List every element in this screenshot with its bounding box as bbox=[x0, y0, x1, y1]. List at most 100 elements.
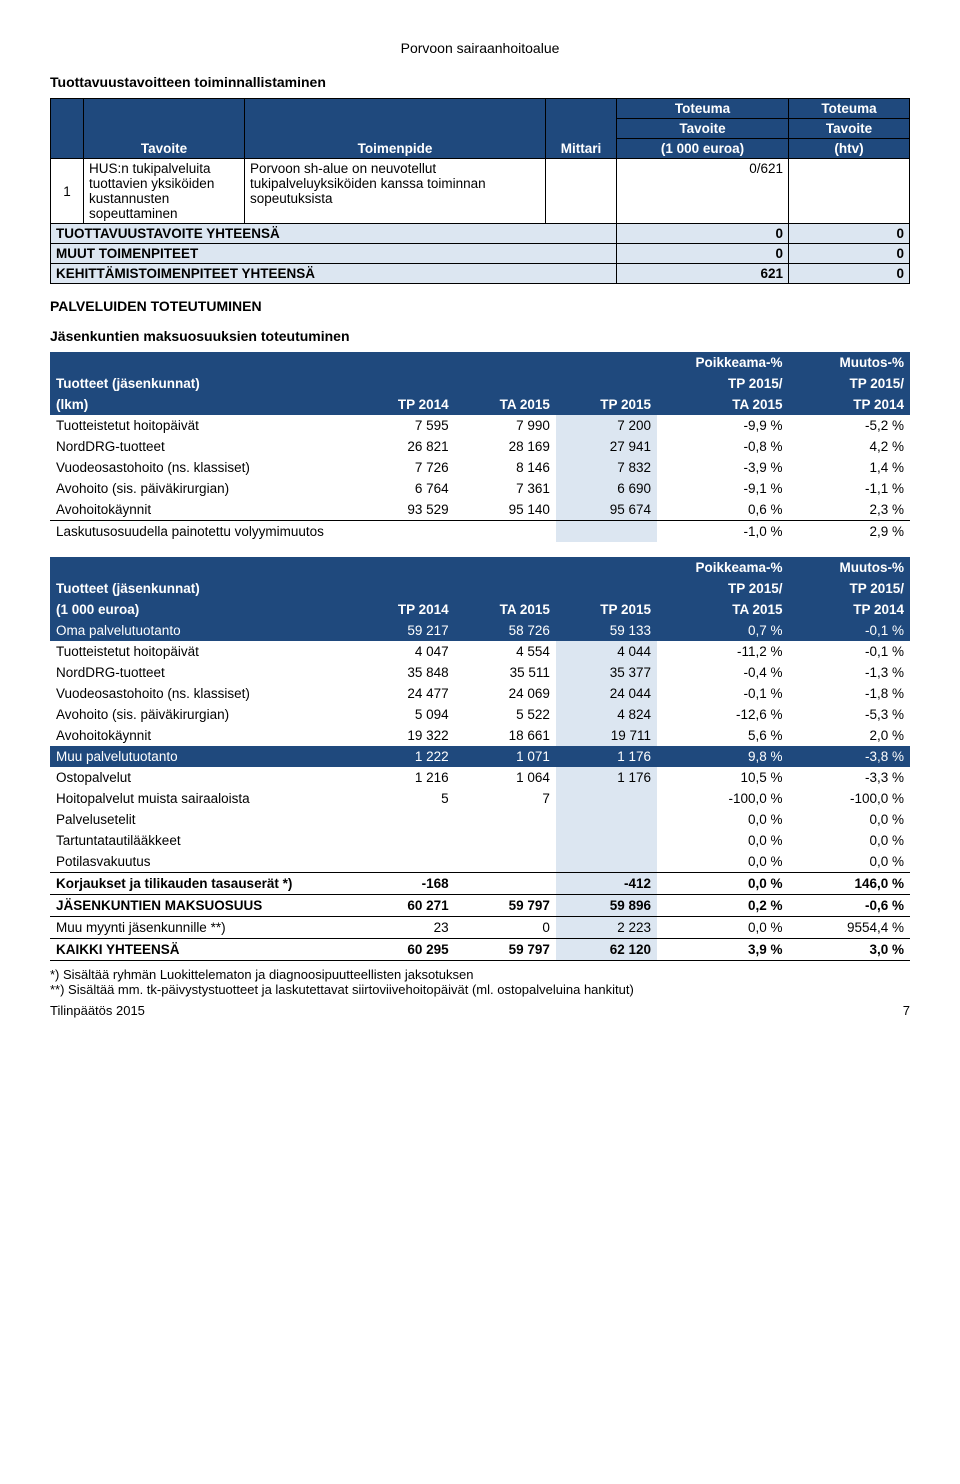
th-mittari: Mittari bbox=[546, 99, 617, 159]
th-tot2a: Toteuma bbox=[789, 99, 910, 119]
cell-tot1: 0/621 bbox=[617, 159, 789, 224]
t3h-b3 bbox=[455, 578, 556, 599]
table-row-value: 4 554 bbox=[455, 641, 556, 662]
t2h-a4 bbox=[556, 352, 657, 373]
table-row-value: 59 797 bbox=[455, 939, 556, 961]
table-row-label: Vuodeosastohoito (ns. klassiset) bbox=[50, 457, 354, 478]
table-row-value: 5 522 bbox=[455, 704, 556, 725]
table-row-value: 0,2 % bbox=[657, 895, 789, 917]
table-row-value: -412 bbox=[556, 873, 657, 895]
footer-right: 7 bbox=[903, 1003, 910, 1018]
table-row-value: 28 169 bbox=[455, 436, 556, 457]
table-row-value: -0,1 % bbox=[789, 641, 910, 662]
table-row-value: 1 071 bbox=[455, 746, 556, 767]
t2h-b4 bbox=[556, 373, 657, 394]
table-row-value: 3,0 % bbox=[789, 939, 910, 961]
table-row-value: 3,9 % bbox=[657, 939, 789, 961]
table-row-value bbox=[556, 788, 657, 809]
cell-tot2 bbox=[789, 159, 910, 224]
table-row-value: 5,6 % bbox=[657, 725, 789, 746]
t3h-b5: TP 2015/ bbox=[657, 578, 789, 599]
table-row-value bbox=[455, 873, 556, 895]
table-row-label: NordDRG-tuotteet bbox=[50, 436, 354, 457]
table-row-label: Tuotteistetut hoitopäivät bbox=[50, 415, 354, 436]
table-row-value: 7 595 bbox=[354, 415, 455, 436]
cell-idx: 1 bbox=[51, 159, 84, 224]
t2h-b3 bbox=[455, 373, 556, 394]
table-row-value: 93 529 bbox=[354, 499, 455, 521]
t2h-a6: Muutos-% bbox=[789, 352, 910, 373]
table-row-value: -5,2 % bbox=[789, 415, 910, 436]
table-row-value: 26 821 bbox=[354, 436, 455, 457]
table-row-value bbox=[354, 809, 455, 830]
table-row-label: KAIKKI YHTEENSÄ bbox=[50, 939, 354, 961]
t3h-b1: Tuotteet (jäsenkunnat) bbox=[50, 578, 354, 599]
table-row-value: 59 217 bbox=[354, 620, 455, 641]
table-row-value: 95 140 bbox=[455, 499, 556, 521]
page-footer: Tilinpäätös 2015 7 bbox=[50, 1003, 910, 1018]
table-row-value bbox=[455, 830, 556, 851]
sum2-v2: 0 bbox=[789, 244, 910, 264]
table-row-value: 146,0 % bbox=[789, 873, 910, 895]
table-row-value: -0,8 % bbox=[657, 436, 789, 457]
t2h-a3 bbox=[455, 352, 556, 373]
th-tot2b: Tavoite bbox=[789, 119, 910, 139]
table-row-value bbox=[556, 809, 657, 830]
table-euroa: Poikkeama-% Muutos-% Tuotteet (jäsenkunn… bbox=[50, 557, 910, 961]
table-row-label: Palvelusetelit bbox=[50, 809, 354, 830]
cell-mittari bbox=[546, 159, 617, 224]
table-row-label: Tuotteistetut hoitopäivät bbox=[50, 641, 354, 662]
table-row-label: Tartuntatautilääkkeet bbox=[50, 830, 354, 851]
footer-left: Tilinpäätös 2015 bbox=[50, 1003, 145, 1018]
table-row-value: -1,8 % bbox=[789, 683, 910, 704]
section1-title: Tuottavuustavoitteen toiminnallistaminen bbox=[50, 74, 910, 90]
table-row-value: 0,6 % bbox=[657, 499, 789, 521]
table-row-value: 7 361 bbox=[455, 478, 556, 499]
table-row-value: 1,4 % bbox=[789, 457, 910, 478]
table-row-label: Laskutusosuudella painotettu volyymimuut… bbox=[50, 521, 354, 543]
table-row-value: 1 216 bbox=[354, 767, 455, 788]
footnote-1: *) Sisältää ryhmän Luokittelematon ja di… bbox=[50, 967, 910, 982]
table-row-value: 1 222 bbox=[354, 746, 455, 767]
t2h-c5: TA 2015 bbox=[657, 394, 789, 415]
t2h-b5: TP 2015/ bbox=[657, 373, 789, 394]
table-row-value: 58 726 bbox=[455, 620, 556, 641]
table-row-value: 24 044 bbox=[556, 683, 657, 704]
t3h-c4: TP 2015 bbox=[556, 599, 657, 620]
table-row-value: 1 176 bbox=[556, 767, 657, 788]
t3h-a2 bbox=[354, 557, 455, 578]
table-row-value bbox=[556, 851, 657, 873]
footnotes: *) Sisältää ryhmän Luokittelematon ja di… bbox=[50, 967, 910, 997]
t2h-a2 bbox=[354, 352, 455, 373]
table-row-value: 0,7 % bbox=[657, 620, 789, 641]
table-row-value: 35 377 bbox=[556, 662, 657, 683]
t2h-b1: Tuotteet (jäsenkunnat) bbox=[50, 373, 354, 394]
table-row-label: Avohoito (sis. päiväkirurgian) bbox=[50, 478, 354, 499]
table-row-value: 5 bbox=[354, 788, 455, 809]
table-row-value: 7 200 bbox=[556, 415, 657, 436]
sum2-v1: 0 bbox=[617, 244, 789, 264]
table-row-value bbox=[556, 521, 657, 543]
table-row-value: 5 094 bbox=[354, 704, 455, 725]
t2h-c6: TP 2014 bbox=[789, 394, 910, 415]
table-row-value bbox=[354, 830, 455, 851]
table-row-value: 60 271 bbox=[354, 895, 455, 917]
table-row-value: -0,1 % bbox=[789, 620, 910, 641]
table-row-value: 4 044 bbox=[556, 641, 657, 662]
table-row-value: 2,0 % bbox=[789, 725, 910, 746]
table-row-value: 6 764 bbox=[354, 478, 455, 499]
table-row-value: 4 824 bbox=[556, 704, 657, 725]
table-row-label: Korjaukset ja tilikauden tasauserät *) bbox=[50, 873, 354, 895]
table-row-value: 19 322 bbox=[354, 725, 455, 746]
table-row-value: 4,2 % bbox=[789, 436, 910, 457]
t3h-c3: TA 2015 bbox=[455, 599, 556, 620]
table-row-value: 2,9 % bbox=[789, 521, 910, 543]
t2h-c3: TA 2015 bbox=[455, 394, 556, 415]
table-row-value: 62 120 bbox=[556, 939, 657, 961]
table-row-value: -100,0 % bbox=[789, 788, 910, 809]
t3h-a5: Poikkeama-% bbox=[657, 557, 789, 578]
table-row-value: 0,0 % bbox=[789, 809, 910, 830]
table-row-label: JÄSENKUNTIEN MAKSUOSUUS bbox=[50, 895, 354, 917]
table-row-value: -3,9 % bbox=[657, 457, 789, 478]
table-row-value: 6 690 bbox=[556, 478, 657, 499]
